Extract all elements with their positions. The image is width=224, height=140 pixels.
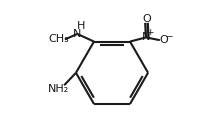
Text: NH₂: NH₂ — [48, 84, 69, 94]
Text: N: N — [142, 32, 150, 42]
Text: +: + — [146, 28, 154, 37]
Text: N: N — [73, 29, 82, 39]
Text: H: H — [77, 21, 85, 31]
Text: −: − — [165, 32, 172, 40]
Text: O: O — [142, 14, 151, 24]
Text: O: O — [159, 35, 168, 45]
Text: CH₃: CH₃ — [48, 34, 69, 45]
